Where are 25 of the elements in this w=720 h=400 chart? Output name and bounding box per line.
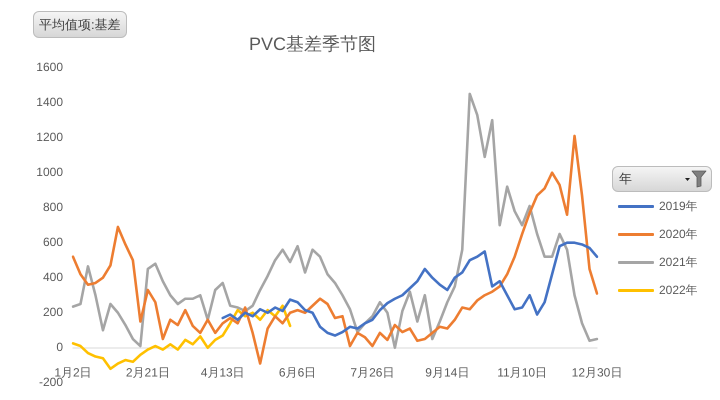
y-tick-label: 1200 (36, 130, 64, 144)
legend-label: 2019年 (659, 198, 698, 214)
y-tick-label: 1400 (36, 94, 64, 109)
y-tick-label: 0 (56, 340, 64, 354)
x-tick-label: 4月13日 (200, 365, 245, 380)
y-axis-title: 平均值项:基差 (39, 16, 121, 34)
x-tick-label: 6月6日 (278, 365, 316, 380)
y-tick-label: 400 (42, 270, 64, 284)
y-tick-label: 800 (42, 200, 64, 214)
y-tick-label: 600 (42, 235, 64, 250)
legend-label: 2020年 (659, 226, 698, 242)
legend-label: 2021年 (659, 254, 698, 270)
x-tick-label: 9月14日 (425, 365, 470, 380)
y-tick-label: 200 (42, 305, 64, 320)
x-tick-label: 7月26日 (350, 365, 394, 380)
x-tick-label: 2月21日 (126, 365, 170, 380)
x-tick-label: 12月30日 (572, 365, 622, 380)
chart-title: PVC基差季节图 (248, 34, 376, 54)
legend-label: 2022年 (659, 282, 698, 298)
x-tick-label: 11月10日 (497, 365, 548, 380)
field-button: 平均值项:基差 (33, 11, 127, 38)
y-tick-label: 1000 (36, 164, 64, 179)
field-button: 年 (612, 166, 712, 192)
legend-title: 年 (619, 170, 632, 188)
y-tick-label: 1600 (36, 60, 64, 74)
